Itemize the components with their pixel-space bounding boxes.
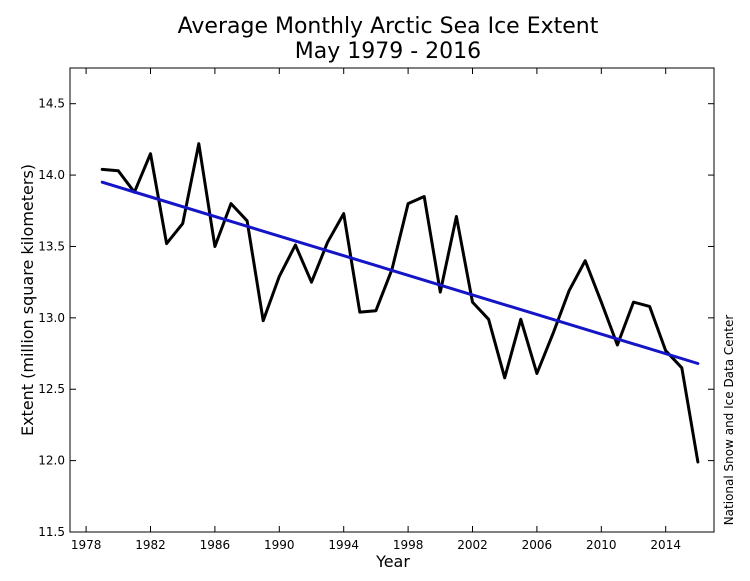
x-tick-label: 1986 — [200, 538, 231, 552]
x-tick-label: 2014 — [650, 538, 681, 552]
extent-series-line — [100, 142, 700, 464]
x-tick-label: 1990 — [264, 538, 295, 552]
y-tick-label: 14.0 — [38, 168, 65, 182]
y-tick-label: 13.5 — [38, 239, 65, 253]
x-axis-ticks: 1978 1982 1986 1990 1994 1998 2002 2006 2010 2014 — [71, 68, 681, 552]
x-tick-label: 1982 — [135, 538, 166, 552]
x-axis-label: Year — [375, 552, 410, 571]
chart-title: Average Monthly Arctic Sea Ice Extent — [178, 14, 599, 39]
x-tick-label: 1978 — [71, 538, 102, 552]
x-tick-label: 2002 — [457, 538, 488, 552]
data-series — [100, 142, 700, 464]
y-tick-label: 12.0 — [38, 454, 65, 468]
y-axis-label: Extent (million square kilometers) — [18, 164, 37, 436]
y-tick-label: 12.5 — [38, 382, 65, 396]
trend-line — [100, 180, 700, 365]
y-tick-label: 11.5 — [38, 525, 65, 539]
x-tick-label: 2010 — [586, 538, 617, 552]
y-tick-label: 14.5 — [38, 97, 65, 111]
plot-frame — [69, 67, 715, 533]
x-tick-label: 1994 — [328, 538, 359, 552]
y-axis-ticks: 11.5 12.0 12.5 13.0 13.5 14.0 14.5 — [38, 97, 714, 539]
source-credit: National Snow and Ice Data Center — [722, 315, 736, 526]
chart-subtitle: May 1979 - 2016 — [295, 39, 481, 64]
x-tick-label: 2006 — [522, 538, 553, 552]
x-tick-label: 1998 — [393, 538, 424, 552]
y-tick-label: 13.0 — [38, 311, 65, 325]
